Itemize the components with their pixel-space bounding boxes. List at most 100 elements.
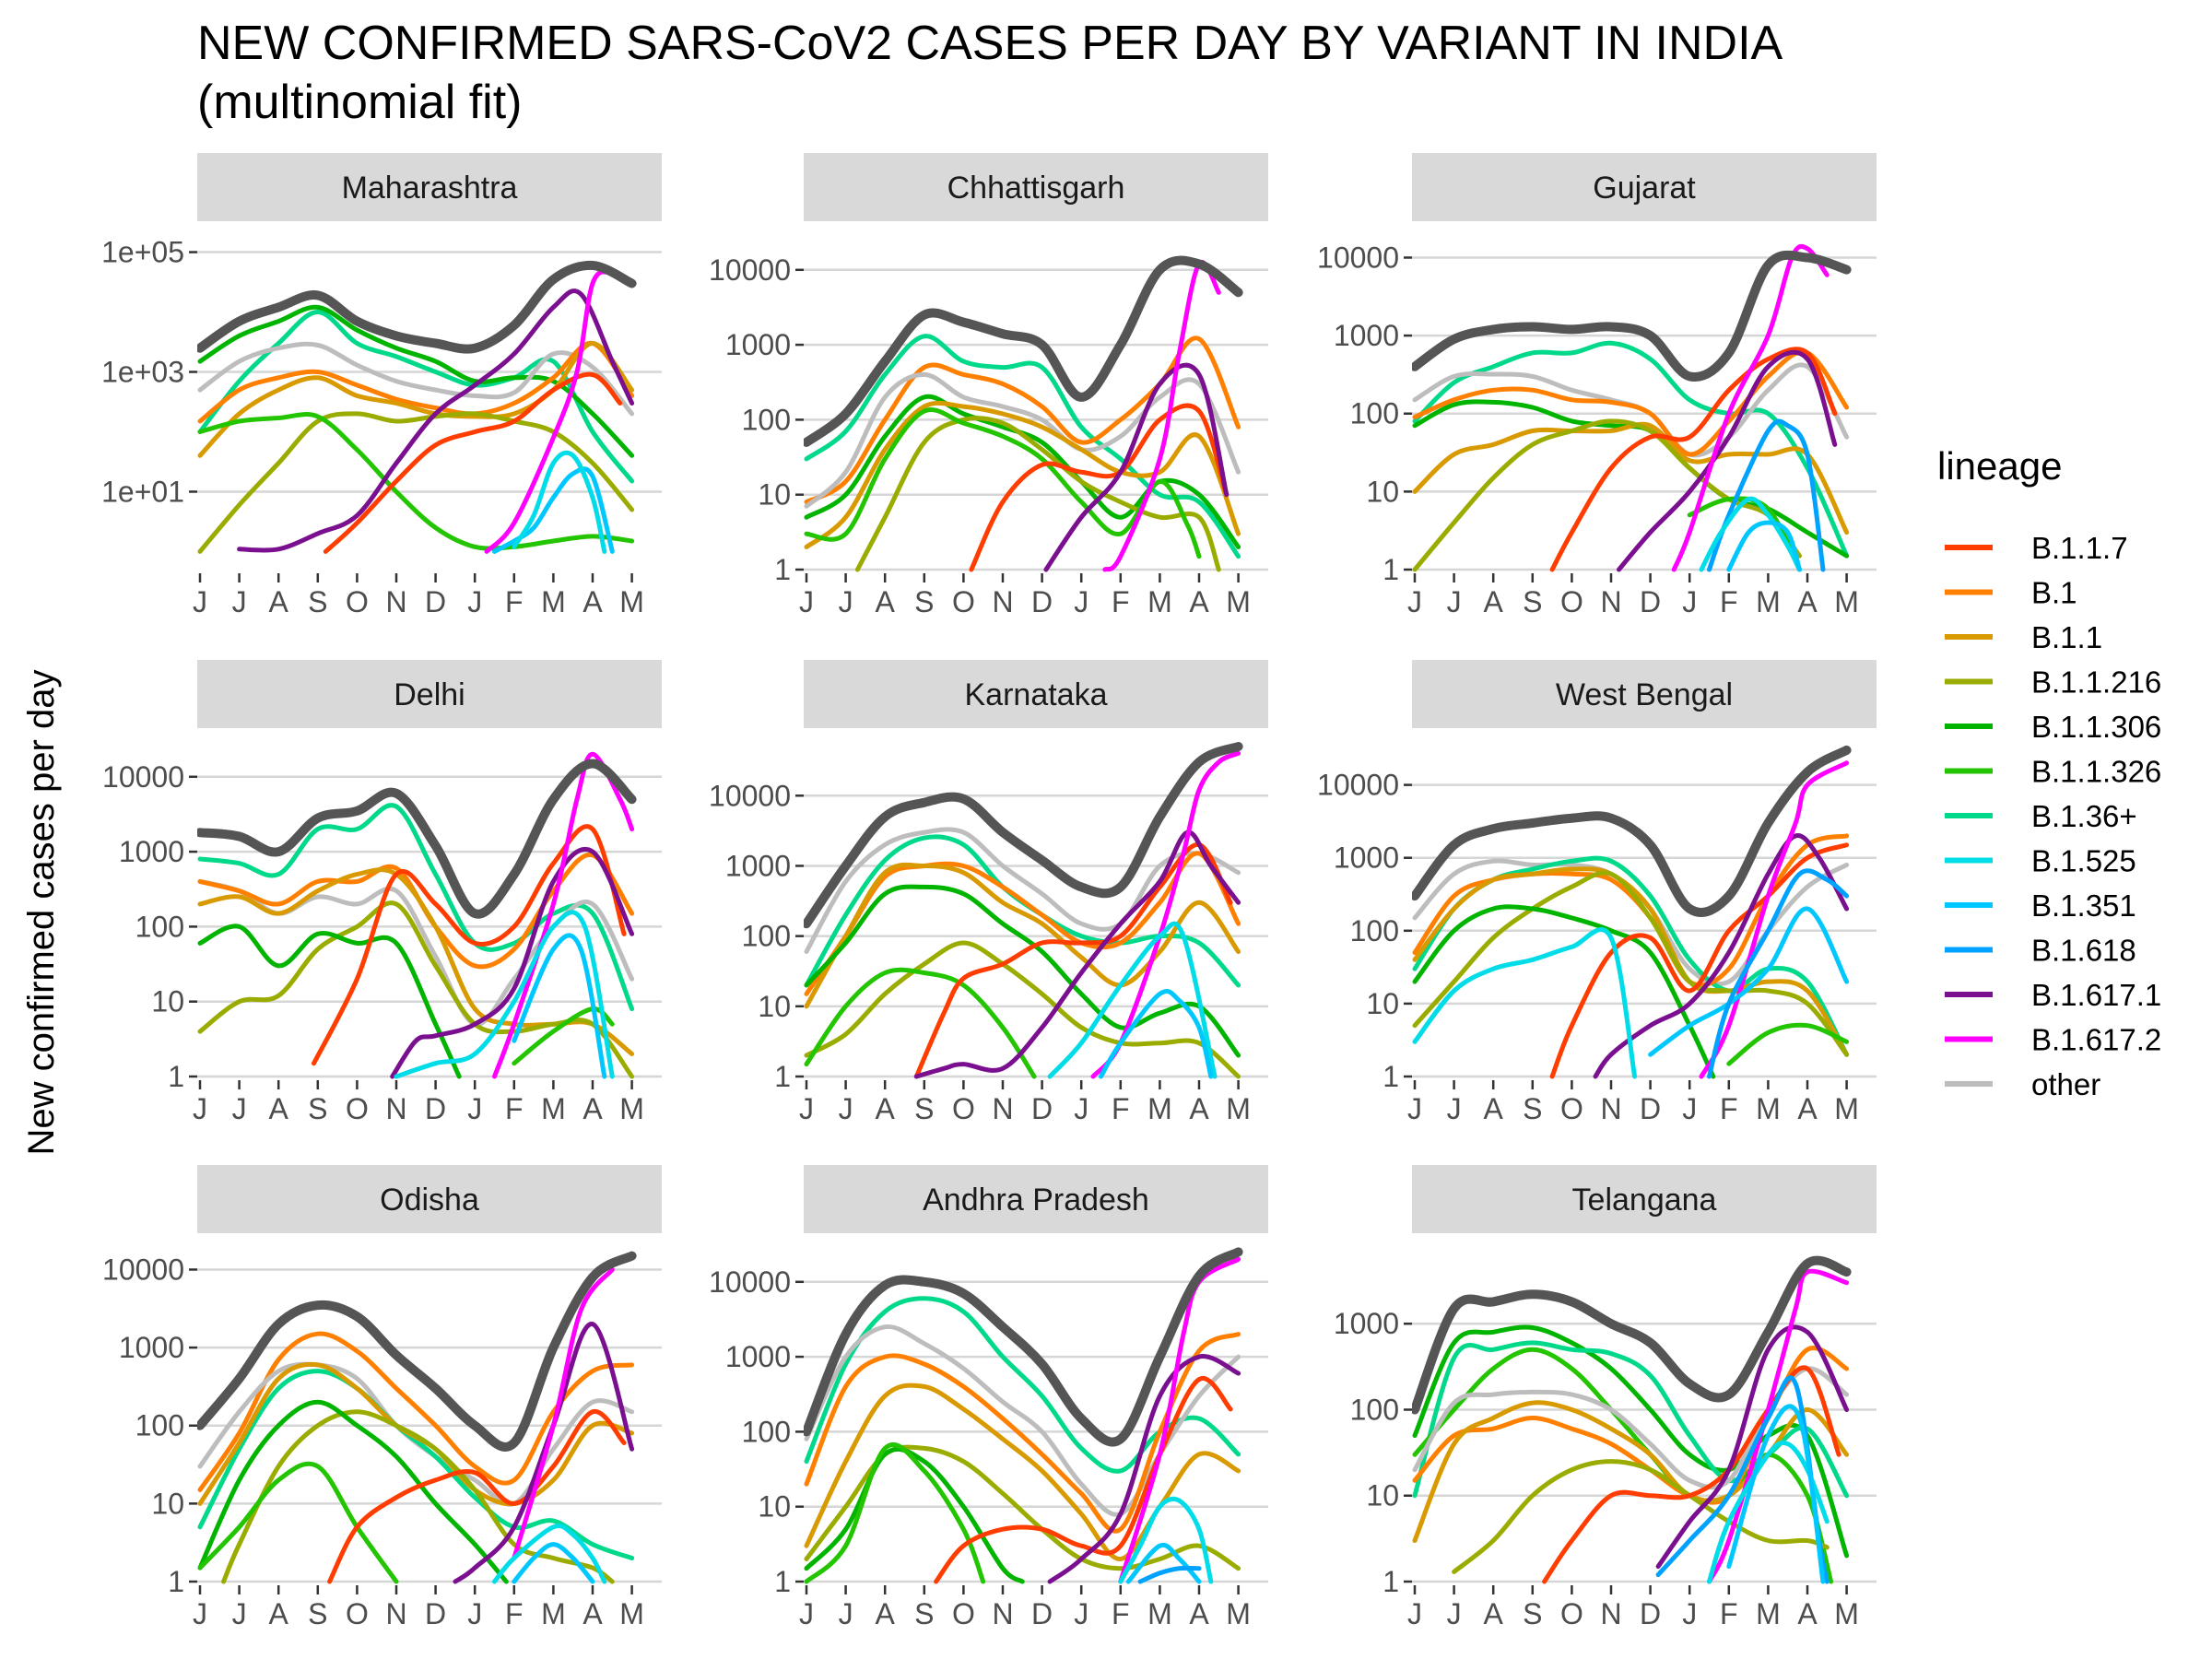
x-tick-label: J (467, 1092, 482, 1125)
series-line-b-1-351 (1726, 520, 1802, 572)
y-tick-label: 1 (774, 1060, 791, 1093)
x-tick-label: J (1074, 585, 1088, 618)
series-line-b-1-1-326 (1726, 1022, 1850, 1066)
facet-strip (1412, 153, 1877, 221)
x-tick-label: F (1720, 1092, 1738, 1125)
x-tick-label: M (541, 585, 566, 618)
x-tick-label: J (1447, 1597, 1462, 1630)
series-line-b-1-617-1 (1617, 349, 1838, 572)
legend-label: other (2031, 1067, 2100, 1101)
x-tick-label: D (1640, 585, 1661, 618)
x-tick-label: A (1484, 1092, 1504, 1125)
series-line-b-1-1-7 (1549, 347, 1838, 572)
x-tick-label: N (992, 585, 1013, 618)
y-tick-label: 1 (168, 1060, 184, 1093)
y-tick-label: 10000 (1317, 769, 1399, 802)
series-line-b-1-351 (492, 466, 615, 554)
legend-label: B.1.525 (2031, 844, 2136, 878)
x-tick-label: S (308, 585, 327, 618)
series-line-b-1-1-326 (197, 1461, 399, 1584)
series-line-b-1-1 (1412, 866, 1850, 1057)
x-tick-label: N (992, 1597, 1013, 1630)
y-tick-label: 1000 (119, 835, 184, 868)
facet-strip-label: Odisha (380, 1182, 479, 1218)
x-tick-label: A (269, 1597, 289, 1630)
x-tick-label: J (1074, 1597, 1088, 1630)
x-tick-label: J (799, 1092, 814, 1125)
series-group (804, 1247, 1243, 1584)
y-tick-label: 10000 (709, 779, 791, 812)
legend-label: B.1.618 (2031, 934, 2136, 968)
legend-item-b-1-1: B.1.1 (1945, 620, 2102, 654)
y-tick-label: 100 (742, 920, 791, 953)
facet-strip-label: Gujarat (1593, 171, 1696, 206)
y-tick-label: 1000 (119, 1331, 184, 1364)
legend-item-b-1-617-2: B.1.617.2 (1945, 1023, 2161, 1057)
legend-item-b-1-1-326: B.1.1.326 (1945, 755, 2161, 789)
series-line-b-1-36 (1412, 340, 1850, 559)
series-line-total (1412, 745, 1852, 917)
series-line-b-1-617-2 (484, 269, 635, 554)
x-tick-label: J (232, 1597, 247, 1630)
y-tick-label: 10 (1366, 1479, 1399, 1512)
series-line-b-1-351 (1648, 906, 1850, 1057)
facet-strip (197, 1165, 662, 1233)
legend-item-b-1-618: B.1.618 (1945, 934, 2136, 968)
x-tick-label: N (1600, 585, 1621, 618)
x-tick-label: O (346, 1597, 369, 1630)
x-tick-label: S (308, 1092, 327, 1125)
x-tick-label: J (839, 1092, 853, 1125)
series-line-b-1 (197, 340, 635, 424)
x-tick-label: M (1147, 1597, 1172, 1630)
x-tick-label: A (269, 1092, 289, 1125)
facet-strip-label: Delhi (394, 677, 465, 712)
x-tick-label: F (1112, 585, 1130, 618)
y-tick-label: 1e+05 (101, 236, 184, 269)
x-tick-label: F (1112, 1092, 1130, 1125)
legend-item-b-1-351: B.1.351 (1945, 888, 2136, 923)
x-tick-label: A (1797, 585, 1818, 618)
x-tick-label: O (952, 585, 975, 618)
x-tick-label: M (619, 1092, 644, 1125)
series-group (1412, 1255, 1852, 1584)
series-line-b-1-1-326 (804, 407, 1202, 559)
series-line-b-1-618 (1707, 868, 1850, 1079)
facet-strip-label: Maharashtra (342, 171, 518, 206)
series-line-b-1-1-7 (934, 1375, 1233, 1584)
x-tick-label: D (425, 1092, 446, 1125)
facet-strip-label: West Bengal (1556, 677, 1733, 712)
x-tick-label: F (1720, 585, 1738, 618)
y-tick-label: 10000 (709, 253, 791, 287)
x-tick-label: M (1147, 1092, 1172, 1125)
series-line-b-1-525 (492, 1524, 607, 1584)
series-line-total (804, 255, 1243, 447)
x-tick-label: S (1523, 1092, 1542, 1125)
series-line-b-1 (1412, 349, 1850, 457)
x-tick-label: J (839, 1597, 853, 1630)
x-tick-label: M (541, 1092, 566, 1125)
legend-title: lineage (1937, 444, 2062, 488)
series-line-b-1-351 (1099, 989, 1214, 1079)
y-tick-label: 100 (742, 403, 791, 436)
x-tick-label: J (232, 1092, 247, 1125)
series-line-total (197, 1251, 637, 1452)
x-tick-label: F (505, 585, 524, 618)
x-tick-label: J (1074, 1092, 1088, 1125)
y-tick-label: 10 (151, 985, 184, 1018)
legend-label: B.1.617.2 (2031, 1023, 2161, 1057)
x-tick-label: D (1640, 1597, 1661, 1630)
x-tick-label: O (1560, 1597, 1583, 1630)
y-tick-label: 1e+03 (101, 356, 184, 389)
x-tick-label: J (1682, 1092, 1697, 1125)
facet-strip-label: Chhattisgarh (947, 171, 1125, 206)
y-axis-label: New confirmed cases per day (21, 670, 62, 1156)
y-tick-label: 10000 (102, 760, 184, 794)
series-line-b-1-36 (804, 334, 1241, 559)
legend-item-b-1: B.1 (1945, 576, 2077, 610)
series-line-b-1-1-7 (969, 403, 1230, 572)
x-tick-label: J (232, 585, 247, 618)
legend-label: B.1 (2031, 576, 2077, 610)
